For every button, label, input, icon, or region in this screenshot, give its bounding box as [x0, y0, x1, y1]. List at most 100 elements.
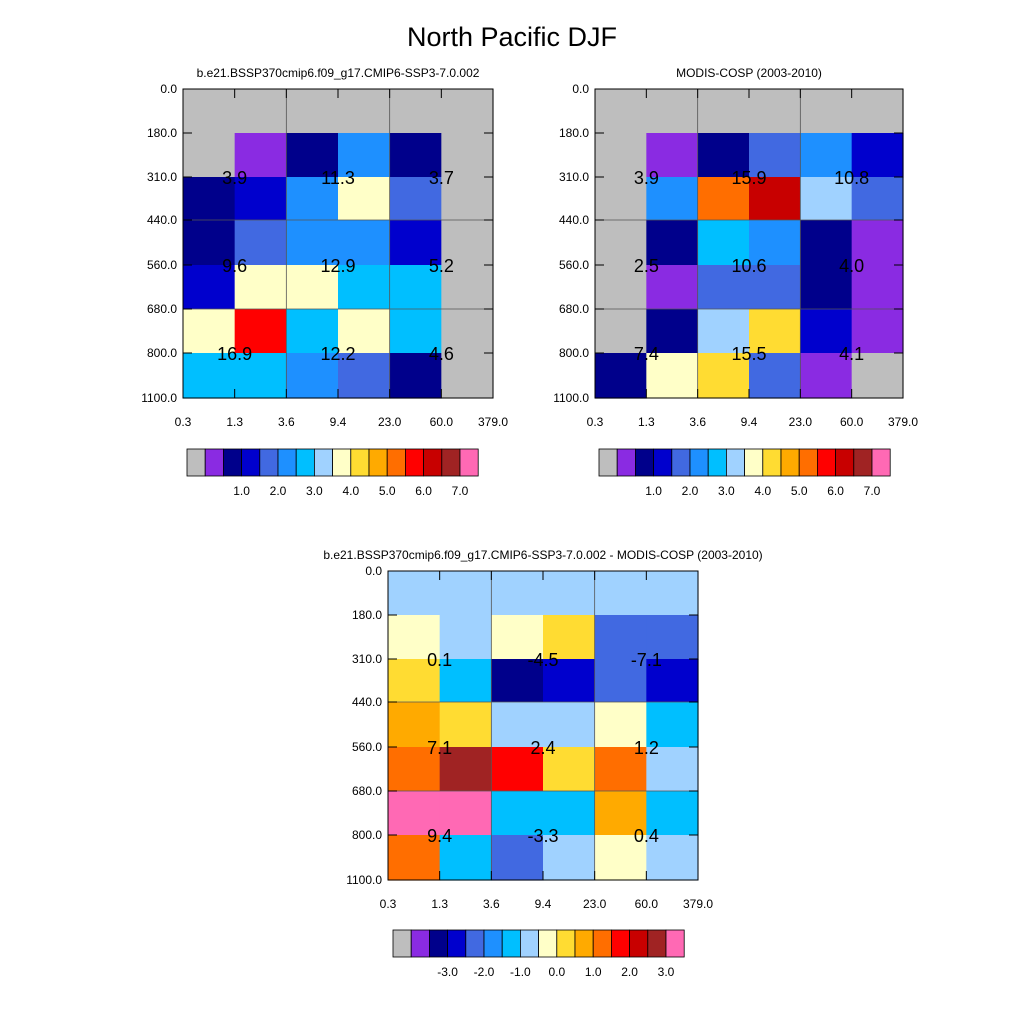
block-value-label: 5.2 — [429, 256, 454, 276]
colorbar-swatch — [798, 448, 818, 477]
heatmap-cell — [441, 353, 494, 399]
heatmap-cell — [183, 220, 236, 266]
block-value-label: 9.6 — [222, 256, 247, 276]
heatmap-cell — [441, 177, 494, 221]
x-tick-label: 0.3 — [587, 415, 604, 429]
heatmap-cell — [646, 571, 699, 616]
block-value-label: 12.9 — [320, 256, 355, 276]
colorbar-label: 1.0 — [233, 484, 250, 498]
heatmap-cell — [338, 220, 391, 266]
block-value-label: 7.4 — [634, 344, 659, 364]
heatmap-cell — [234, 89, 287, 134]
y-tick-label: 440.0 — [559, 213, 589, 227]
x-tick-label: 3.6 — [483, 897, 500, 911]
colorbar-swatch — [483, 929, 503, 958]
heatmap-cell — [439, 615, 492, 660]
block-value-label: -3.3 — [527, 826, 558, 846]
x-tick-label: 9.4 — [741, 415, 758, 429]
x-tick-label: 60.0 — [430, 415, 454, 429]
colorbar-label: 3.0 — [306, 484, 323, 498]
heatmap-cell — [697, 89, 750, 134]
colorbar-swatch — [404, 448, 424, 477]
colorbar-label: 4.0 — [342, 484, 359, 498]
heatmap-cell — [338, 133, 391, 178]
heatmap-cell — [800, 265, 853, 310]
heatmap-cell — [646, 265, 699, 310]
panel-modis: MODIS-COSP (2003-2010) 0.0 180.0 310.0 440.0… — [553, 66, 918, 498]
heatmap-cell — [646, 791, 699, 836]
colorbar-label: 0.0 — [548, 965, 565, 979]
heatmap-cell — [800, 177, 853, 221]
colorbar-swatch — [647, 929, 667, 958]
heatmap-cell — [595, 220, 647, 266]
x-tick-label: 1.3 — [226, 415, 243, 429]
panel-title: MODIS-COSP (2003-2010) — [676, 66, 822, 80]
y-tick-label: 440.0 — [147, 213, 177, 227]
heatmap-cell — [543, 835, 596, 881]
block-value-label: 3.9 — [634, 168, 659, 188]
colorbar-swatch — [222, 448, 242, 477]
colorbar-swatch — [835, 448, 855, 477]
heatmap-cell — [851, 309, 904, 354]
colorbar-label: 4.0 — [754, 484, 771, 498]
y-tick-label: 560.0 — [147, 258, 177, 272]
colorbar-swatch — [780, 448, 800, 477]
heatmap-cell — [800, 353, 853, 399]
colorbar-swatch — [465, 929, 485, 958]
colorbar-swatch — [259, 448, 279, 477]
heatmap-cell — [749, 89, 801, 134]
panel-title: b.e21.BSSP370cmip6.f09_g17.CMIP6-SSP3-7.… — [197, 66, 480, 80]
y-tick-label: 1100.0 — [141, 391, 177, 405]
colorbar-swatch — [616, 448, 636, 477]
colorbar-label: -1.0 — [510, 965, 531, 979]
heatmap-cell — [234, 265, 287, 310]
y-tick-label: 560.0 — [559, 258, 589, 272]
heatmap-cell — [543, 791, 596, 836]
colorbar-label: 1.0 — [645, 484, 662, 498]
block-value-label: 15.5 — [731, 344, 766, 364]
heatmap-cell — [183, 133, 236, 178]
block-value-label: 15.9 — [731, 168, 766, 188]
x-tick-label: 379.0 — [683, 897, 713, 911]
heatmap-cell — [594, 615, 647, 660]
colorbar-label: -3.0 — [437, 965, 458, 979]
colorbar-label: 5.0 — [379, 484, 396, 498]
colorbar-label: 7.0 — [864, 484, 881, 498]
heatmap-cell — [183, 89, 236, 134]
heatmap-cell — [183, 177, 236, 221]
x-tick-label: 3.6 — [278, 415, 295, 429]
heatmap-cell — [491, 747, 544, 792]
colorbar-swatch — [629, 929, 649, 958]
colorbar-swatch — [241, 448, 261, 477]
heatmap-cell — [646, 615, 699, 660]
block-value-label: 10.6 — [731, 256, 766, 276]
x-tick-label: 0.3 — [175, 415, 192, 429]
colorbar-swatch — [368, 448, 388, 477]
colorbar-swatch — [501, 929, 521, 958]
heatmap-cell — [697, 220, 750, 266]
y-tick-label: 560.0 — [352, 740, 382, 754]
heatmap-cell — [749, 265, 801, 310]
y-tick-label: 310.0 — [559, 170, 589, 184]
heatmap-cell — [441, 89, 494, 134]
colorbar-swatch — [204, 448, 224, 477]
heatmap-cell — [234, 177, 287, 221]
heatmap-cell — [543, 571, 596, 616]
heatmap-cell — [697, 177, 750, 221]
colorbar-swatch — [386, 448, 406, 477]
heatmap-cell — [441, 133, 494, 178]
heatmap-cell — [851, 265, 904, 310]
x-tick-label: 9.4 — [330, 415, 347, 429]
x-tick-label: 9.4 — [535, 897, 552, 911]
colorbar-swatch — [441, 448, 461, 477]
heatmap-cell — [286, 309, 339, 354]
heatmap-cell — [389, 309, 442, 354]
heatmap-cell — [646, 747, 699, 792]
heatmap-cell — [697, 133, 750, 178]
heatmap-cell — [286, 89, 339, 134]
heatmap-cell — [388, 615, 441, 660]
block-value-label: -4.5 — [527, 650, 558, 670]
colorbar-label: 2.0 — [270, 484, 287, 498]
colorbar-swatch — [689, 448, 709, 477]
colorbar-swatch — [653, 448, 673, 477]
